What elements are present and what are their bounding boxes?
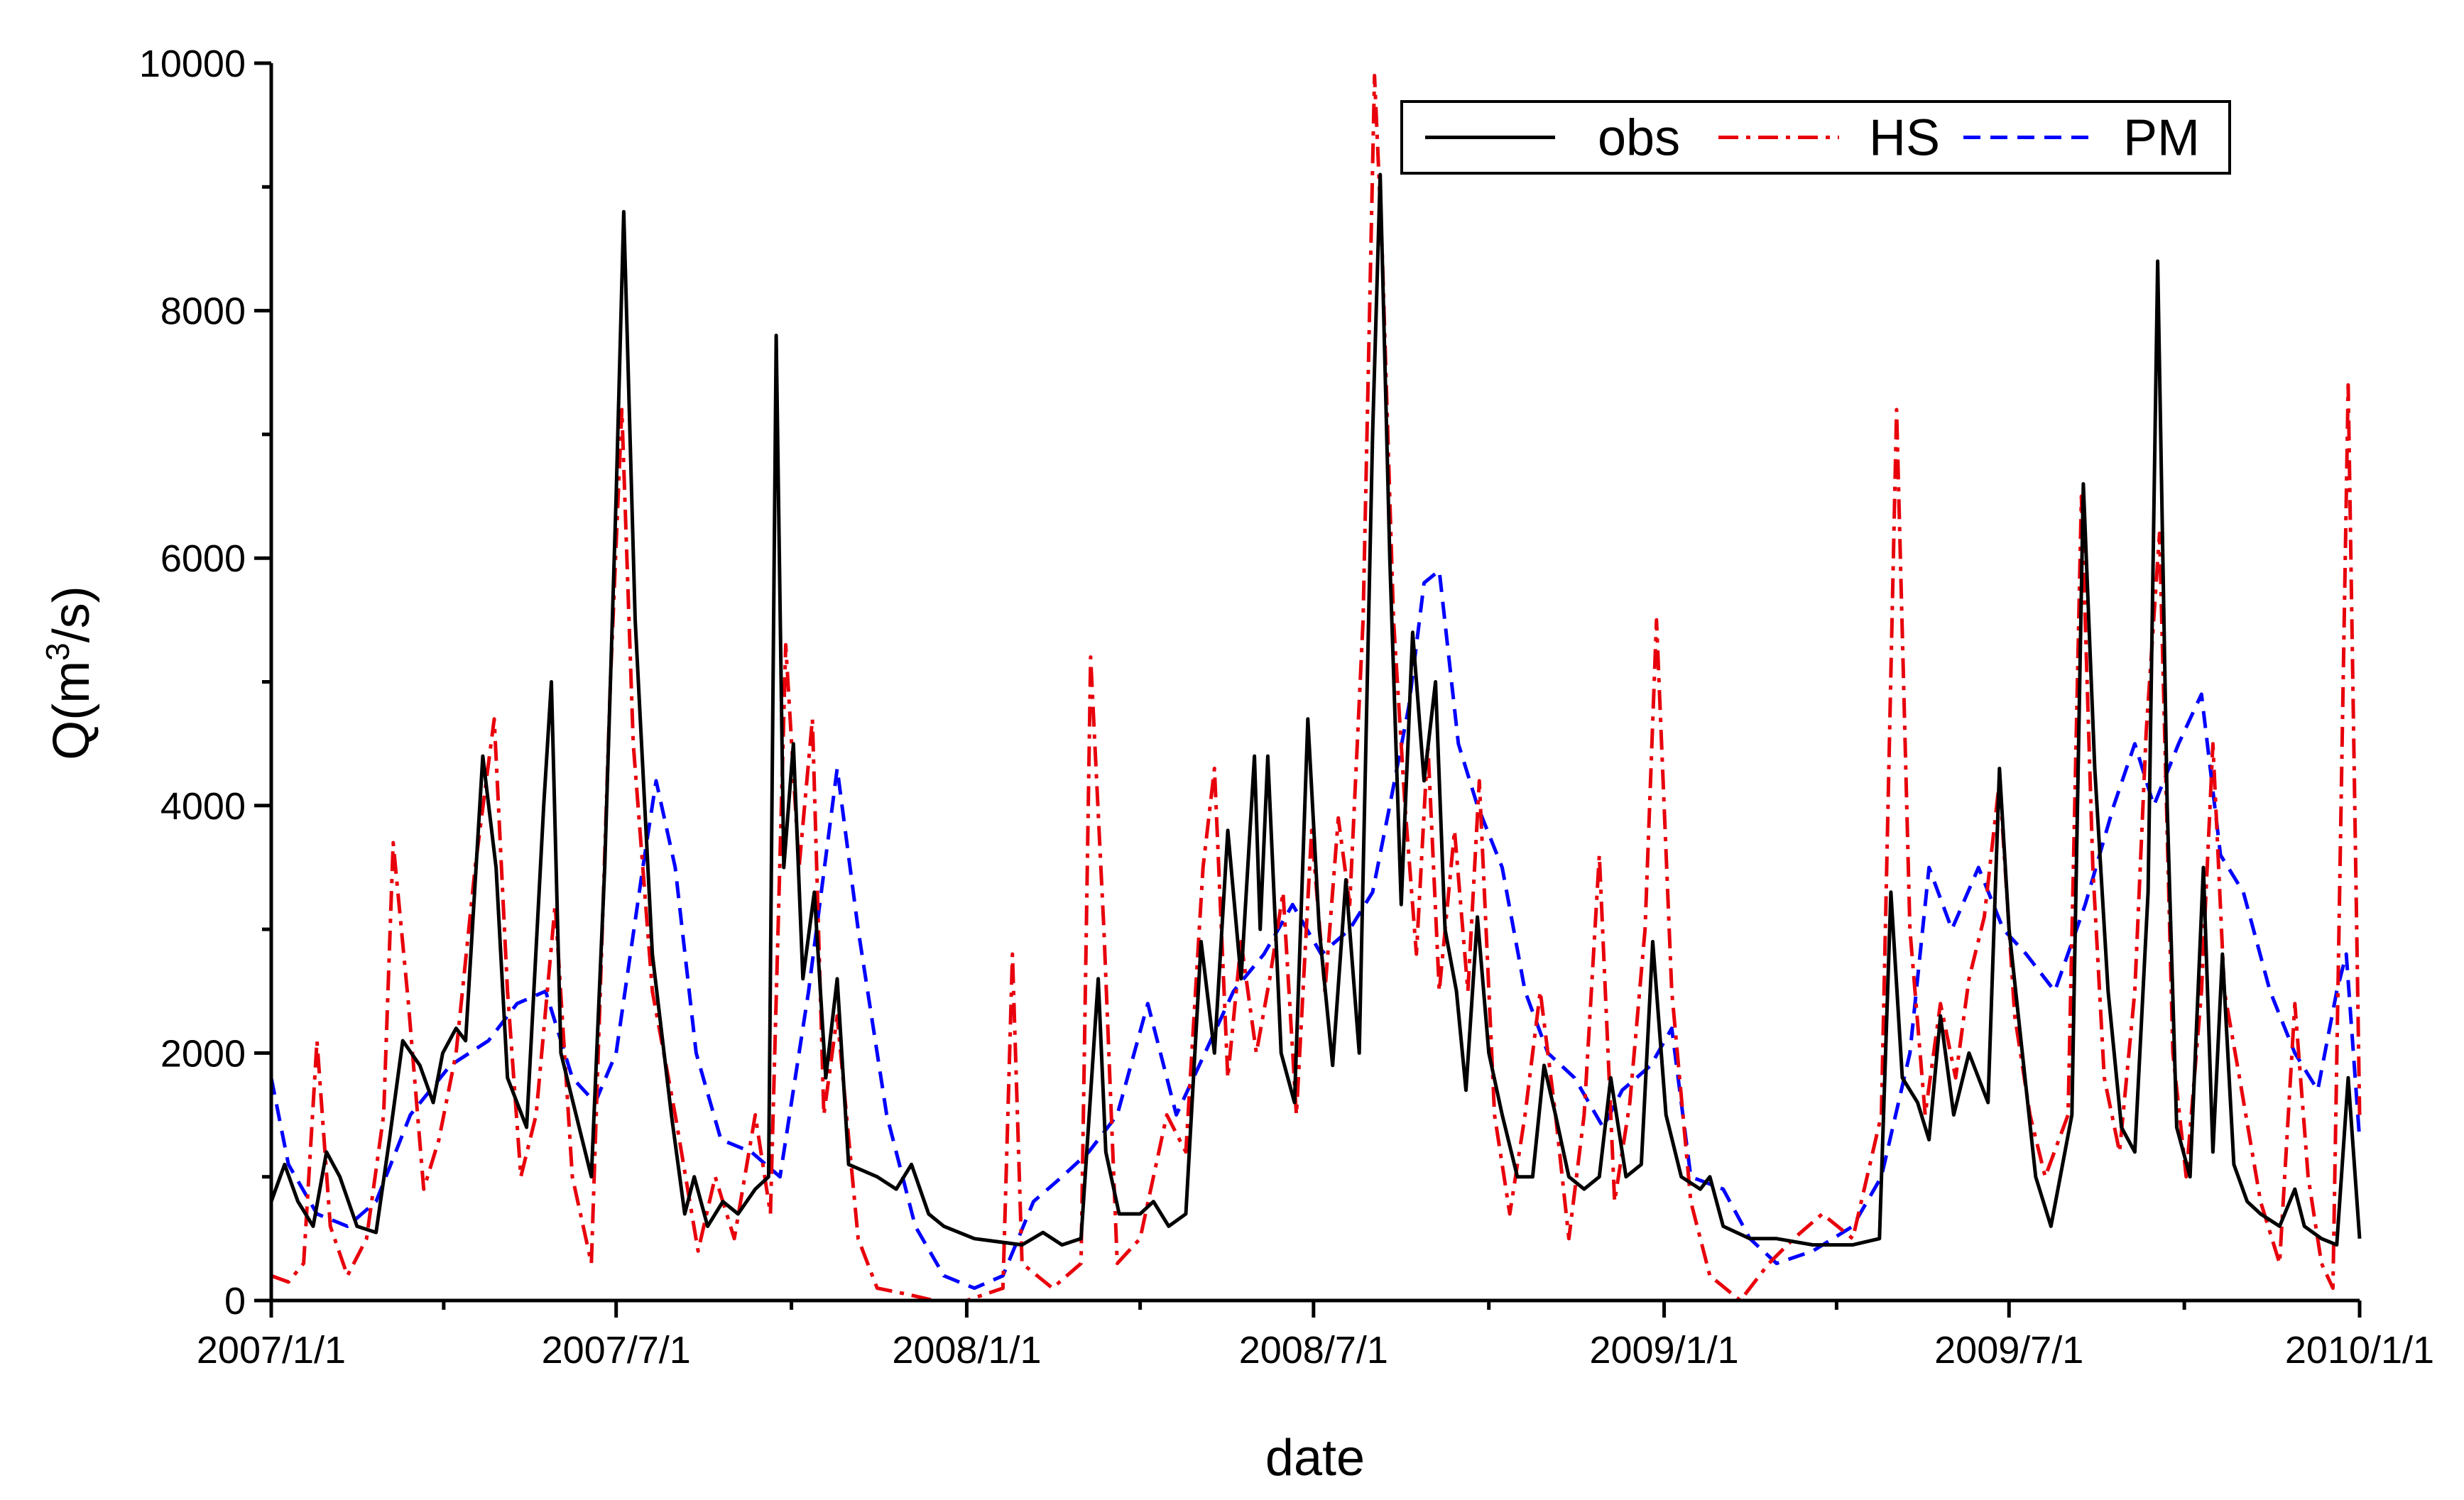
y-axis-title: Q(m3/s): [39, 586, 100, 760]
x-tick-label: 2008/1/1: [892, 1329, 1041, 1372]
y-tick-label: 6000: [160, 537, 246, 580]
legend-label-PM: PM: [2123, 110, 2200, 167]
y-tick-label: 10000: [139, 43, 246, 85]
x-tick-label: 2007/7/1: [542, 1329, 691, 1372]
legend-label-obs: obs: [1598, 110, 1680, 167]
y-tick-label: 2000: [160, 1032, 246, 1075]
y-axis-title-unit: /s): [43, 586, 100, 642]
x-tick-label: 2007/1/1: [197, 1329, 346, 1372]
series-line-obs: [269, 173, 2362, 1247]
y-axis-title-exponent: 3: [39, 642, 76, 661]
x-tick-label: 2009/7/1: [1934, 1329, 2083, 1372]
y-tick-label: 8000: [160, 290, 246, 333]
x-tick-label: 2010/1/1: [2285, 1329, 2434, 1372]
y-axis-title-main: Q(m: [43, 661, 100, 760]
legend: obs HS PM: [1400, 100, 2231, 175]
series-line-HS: [271, 73, 2362, 1303]
x-tick-label: 2008/7/1: [1239, 1329, 1388, 1372]
y-tick-labels: 0 2000 4000 6000 8000 10000: [139, 43, 246, 1323]
legend-label-HS: HS: [1869, 110, 1940, 167]
x-tick-label: 2009/1/1: [1589, 1329, 1738, 1372]
y-tick-label: 4000: [160, 785, 246, 828]
axes: [254, 61, 2362, 1318]
x-axis-title: date: [1265, 1430, 1365, 1487]
x-tick-labels: 2007/1/1 2007/7/1 2008/1/1 2008/7/1 2009/1/1…: [197, 1329, 2434, 1372]
series-line-PM: [269, 569, 2362, 1291]
y-tick-label: 0: [224, 1280, 246, 1323]
series-lines: [269, 73, 2362, 1303]
